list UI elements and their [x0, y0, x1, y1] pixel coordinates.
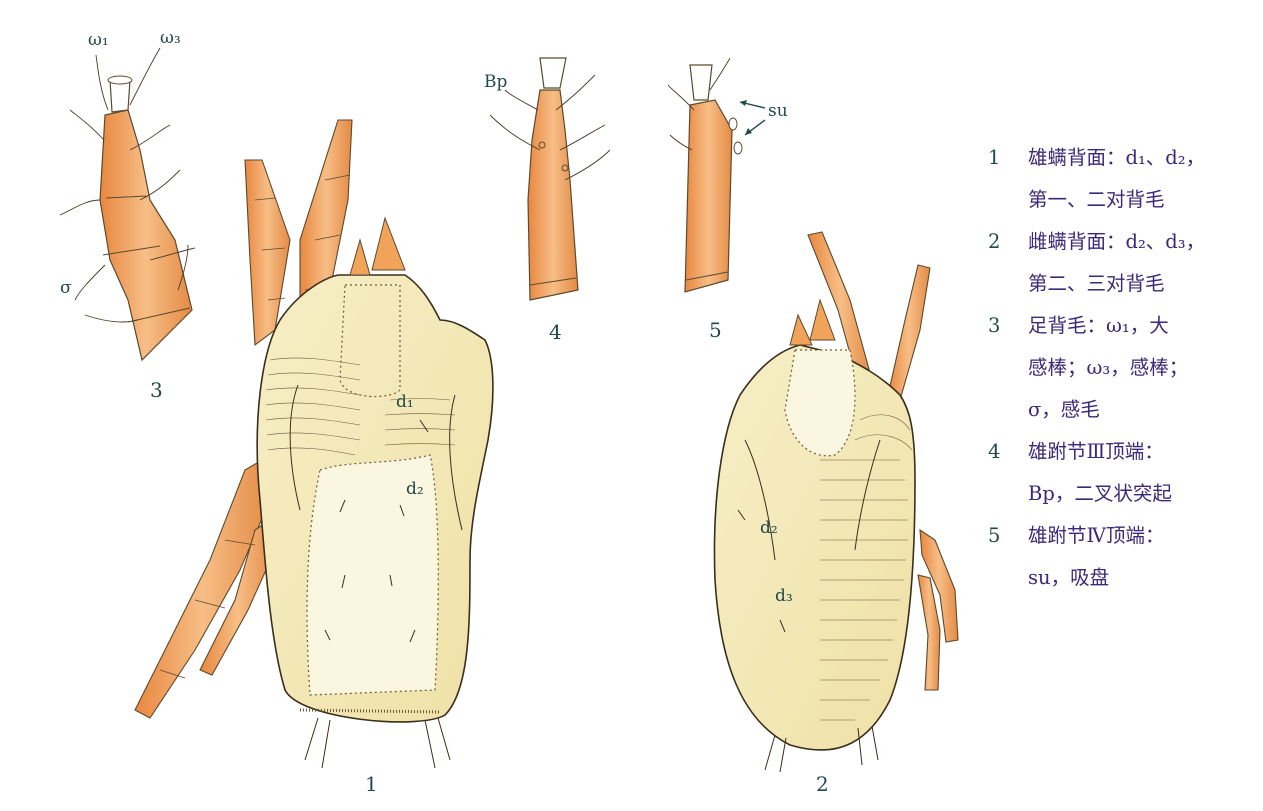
- figure-number-2: 2: [816, 772, 829, 796]
- figure-2-female-mite-drawing: [713, 231, 959, 773]
- legend-item-2: 2 雌螨背面：d₂、d₃， 第二、三对背毛: [988, 221, 1258, 305]
- figure-4-tarsus-drawing: [489, 57, 611, 301]
- label-fig1-d2: d₂: [406, 479, 424, 499]
- legend-line: 雌螨背面：d₂、d₃，: [1028, 230, 1206, 253]
- legend-line: 第一、二对背毛: [1028, 188, 1165, 211]
- legend-item-3: 3 足背毛：ω₁，大 感棒；ω₃，感棒； σ，感毛: [988, 305, 1258, 431]
- figure-1-male-mite-drawing: [134, 119, 494, 769]
- label-omega3: ω₃: [160, 28, 181, 48]
- legend-number: 4: [988, 440, 1001, 463]
- legend-line: 感棒；ω₃，感棒；: [1028, 356, 1189, 379]
- label-sigma: σ: [60, 278, 72, 298]
- label-fig2-d3: d₃: [775, 586, 793, 606]
- figure-number-5: 5: [709, 318, 722, 342]
- legend-item-5: 5 雄跗节Ⅳ顶端： su，吸盘: [988, 515, 1258, 599]
- figure-5-tarsus-drawing: [667, 57, 766, 293]
- legend-line: 雄螨背面：d₁、d₂，: [1028, 146, 1206, 169]
- legend-number: 1: [988, 146, 1001, 169]
- figure-number-3: 3: [150, 378, 163, 402]
- legend-line: σ，感毛: [1028, 398, 1100, 421]
- legend-number: 5: [988, 524, 1001, 547]
- legend-item-1: 1 雄螨背面：d₁、d₂， 第一、二对背毛: [988, 137, 1258, 221]
- figure-3-leg-drawing: [59, 47, 196, 362]
- legend-line: 第二、三对背毛: [1028, 272, 1165, 295]
- figure-number-4: 4: [549, 320, 562, 344]
- legend-item-4: 4 雄跗节Ⅲ顶端： Bp，二叉状突起: [988, 431, 1258, 515]
- label-bp: Bp: [484, 72, 508, 92]
- legend-number: 2: [988, 230, 1001, 253]
- label-su: su: [768, 101, 788, 121]
- legend-line: Bp，二叉状突起: [1028, 482, 1172, 505]
- figure-legend: 1 雄螨背面：d₁、d₂， 第一、二对背毛 2 雌螨背面：d₂、d₃， 第二、三…: [988, 137, 1258, 599]
- legend-line: su，吸盘: [1028, 566, 1110, 589]
- legend-number: 3: [988, 314, 1001, 337]
- label-omega1: ω₁: [88, 30, 109, 50]
- label-fig1-d1: d₁: [396, 392, 414, 412]
- label-fig2-d2: d₂: [760, 518, 778, 538]
- legend-line: 足背毛：ω₁，大: [1028, 314, 1169, 337]
- figure-number-1: 1: [365, 772, 378, 796]
- legend-line: 雄跗节Ⅲ顶端：: [1028, 440, 1164, 463]
- legend-line: 雄跗节Ⅳ顶端：: [1028, 524, 1165, 547]
